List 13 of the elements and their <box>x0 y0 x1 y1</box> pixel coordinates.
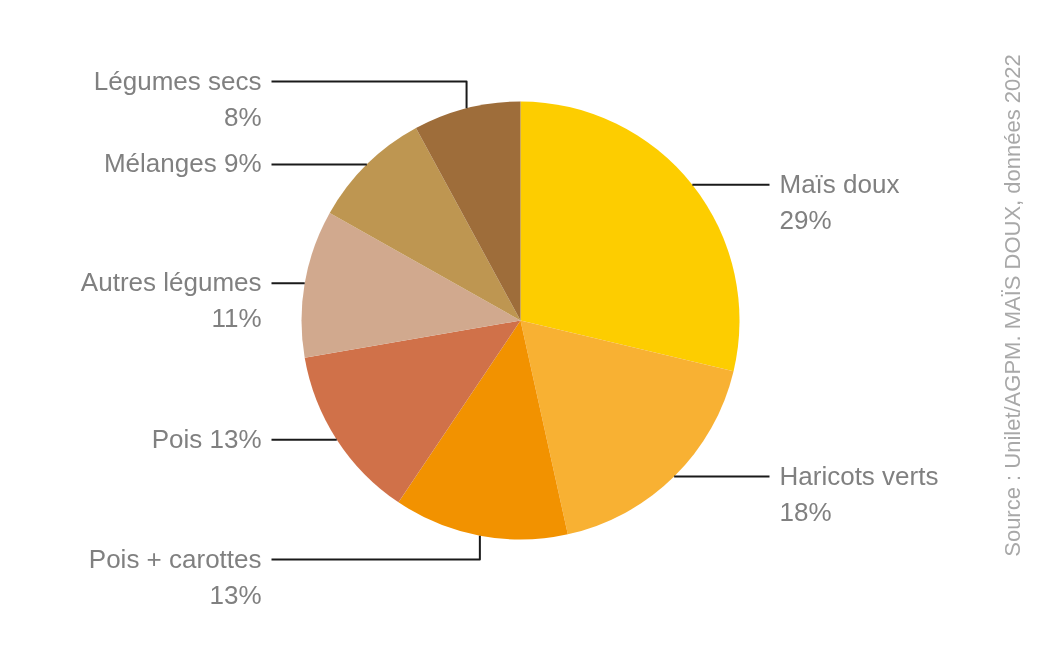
slice-label: Mélanges 9% <box>103 148 262 179</box>
slice-label: Maïs doux <box>779 168 900 199</box>
data-label: 8% <box>223 101 262 132</box>
source-note: Source : Unilet/AGPM. MAÏS DOUX, données 2022 <box>1000 54 1025 557</box>
slice-label: Autres légumes <box>80 267 262 298</box>
data-label: 13% <box>209 579 262 610</box>
slice-label: Haricots verts <box>779 460 939 491</box>
slice-label: Pois + carottes <box>88 543 262 574</box>
data-label: 11% <box>211 303 262 334</box>
data-label: 18% <box>779 496 832 527</box>
slice-label: Pois 13% <box>151 423 262 454</box>
slice-label: Légumes secs <box>93 65 262 96</box>
data-label: 29% <box>779 204 832 235</box>
